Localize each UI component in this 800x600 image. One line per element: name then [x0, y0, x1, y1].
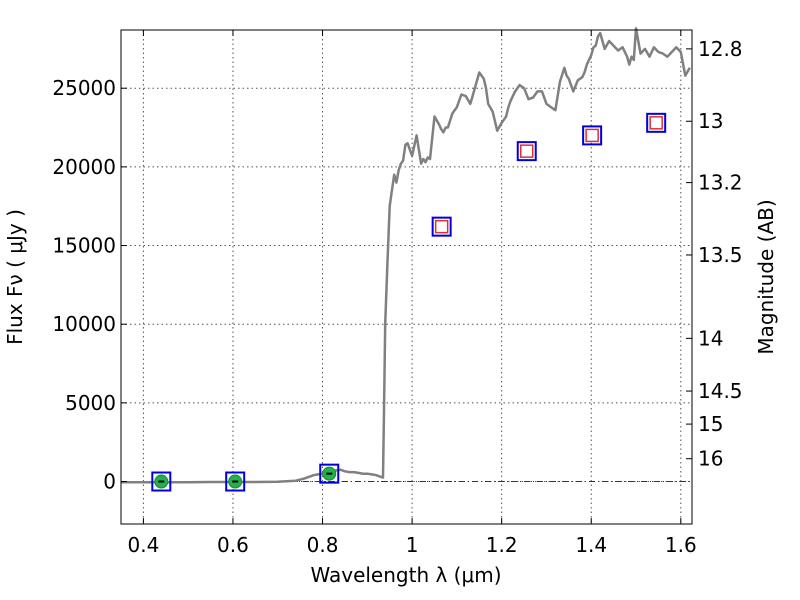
- y-tick-label: 10000: [52, 312, 116, 336]
- ticks-layer: [121, 30, 692, 524]
- y-tick-label: 5000: [65, 391, 116, 415]
- spectrum-layer: [120, 27, 691, 484]
- photometry-box: [319, 463, 340, 484]
- x-tick-label: 0.8: [307, 533, 339, 557]
- magnitude-tick-label: 12.8: [698, 37, 743, 61]
- x-tick-label: 1.6: [665, 533, 697, 557]
- photometry-box: [225, 471, 246, 492]
- photometry-box: [431, 216, 452, 237]
- magnitude-tick-label: 14: [698, 326, 723, 350]
- model-point: [519, 144, 534, 158]
- x-axis-title: Wavelength λ (μm): [310, 563, 501, 587]
- x-tick-label: 1.2: [486, 533, 518, 557]
- y-tick-label: 15000: [52, 234, 116, 258]
- y-right-axis-title: Magnitude (AB): [754, 199, 778, 354]
- y-tick-label: 25000: [52, 76, 116, 100]
- model-point: [434, 219, 449, 234]
- x-tick-label: 1: [406, 533, 419, 557]
- grid-layer: [121, 30, 692, 524]
- magnitude-tick-label: 13.2: [698, 171, 743, 195]
- photometry-box: [646, 112, 667, 133]
- magnitude-tick-label: 16: [698, 447, 723, 471]
- photometry-box: [516, 141, 537, 162]
- model-point: [585, 128, 599, 143]
- model-point: [649, 116, 663, 130]
- x-tick-label: 0.6: [217, 533, 249, 557]
- photometry-box: [151, 471, 172, 492]
- magnitude-tick-label: 13.5: [698, 243, 743, 267]
- x-tick-label: 1.4: [575, 533, 607, 557]
- photometry-box: [582, 125, 603, 146]
- y-tick-label: 20000: [52, 155, 116, 179]
- magnitude-tick-label: 15: [698, 412, 723, 436]
- x-tick-label: 0.4: [127, 533, 159, 557]
- plot-frame: [120, 29, 693, 525]
- magnitude-tick-label: 13: [698, 109, 723, 133]
- points-layer: [151, 112, 667, 492]
- magnitude-tick-label: 14.5: [698, 379, 743, 403]
- labels-layer: 0.4 0.6 0.8 1 1.2 1.4 1.6 0 5000 10000 15000 20000 2…: [52, 37, 742, 557]
- y-tick-label: 0: [103, 470, 116, 494]
- spectrum-line: [120, 27, 691, 484]
- y-axis-title: Flux Fν ( μJy ): [3, 209, 27, 345]
